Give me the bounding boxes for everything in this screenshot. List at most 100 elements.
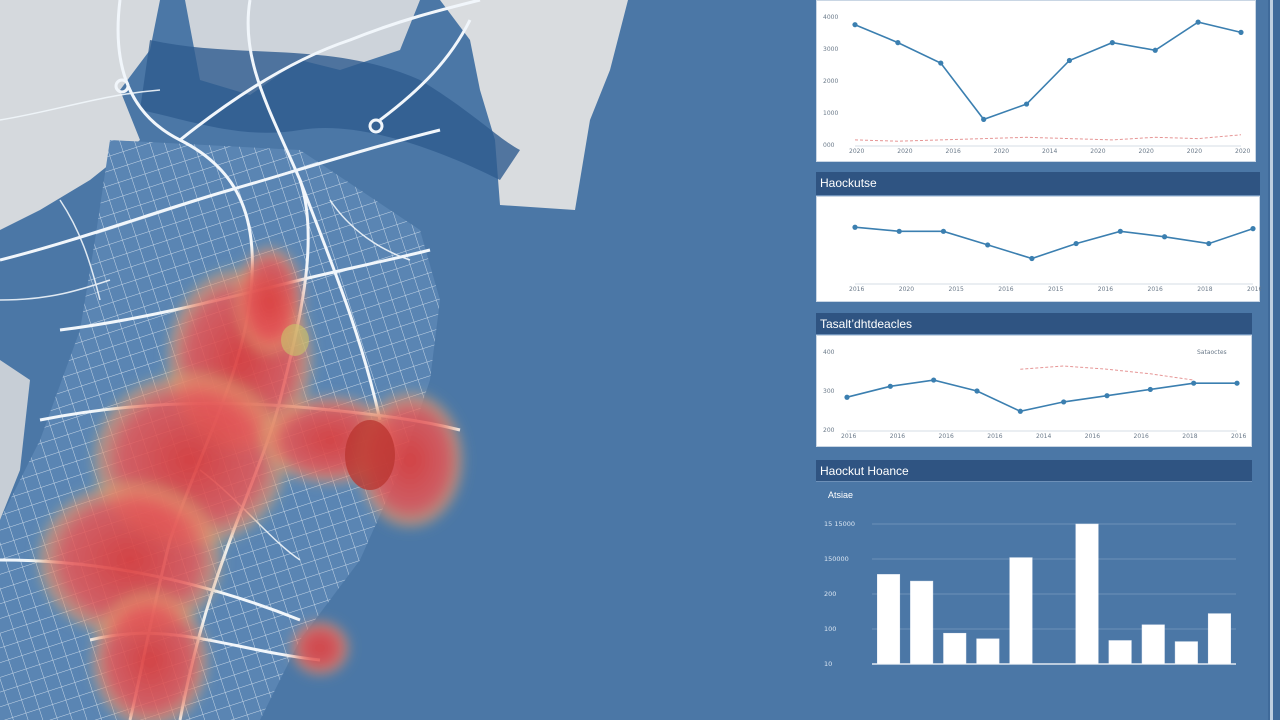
- x-tick-label: 2016: [1085, 433, 1100, 440]
- data-point[interactable]: [1117, 228, 1123, 234]
- x-tick-label: 2020: [1139, 148, 1154, 155]
- bar[interactable]: [943, 632, 967, 665]
- heatmap-map[interactable]: [0, 0, 800, 720]
- interchange-marker: [114, 78, 130, 94]
- data-point[interactable]: [895, 40, 901, 46]
- x-tick-label: 2018: [1182, 433, 1197, 440]
- y-tick-label: 10: [824, 660, 832, 668]
- heat-hotspot: [345, 420, 395, 490]
- y-tick-label: 3000: [823, 46, 838, 53]
- series-line-secondary: [854, 134, 1242, 142]
- x-tick-label: 2020: [1187, 148, 1202, 155]
- line-chart-1-plot: 4000 3000 2000 1000 000 2020 2020 2016 2020 2014 2…: [823, 14, 1250, 155]
- bar[interactable]: [1141, 624, 1165, 665]
- data-point[interactable]: [1109, 40, 1115, 46]
- data-point[interactable]: [1191, 380, 1197, 386]
- y-tick-label: 300: [823, 388, 835, 395]
- data-point[interactable]: [852, 224, 858, 230]
- y-tick-label: 150000: [824, 555, 849, 563]
- panel-4-header: Haockut Hoance: [816, 460, 1252, 482]
- x-tick-label: 2020: [849, 148, 864, 155]
- x-tick-label: 2018: [1197, 286, 1212, 293]
- panel-3-title: Tasalt’dhtdeacles: [820, 317, 913, 331]
- x-tick-label: 2015: [1048, 286, 1063, 293]
- x-tick-label: 2016: [1134, 433, 1149, 440]
- data-point[interactable]: [985, 242, 991, 248]
- y-tick-label: 400: [823, 349, 835, 356]
- data-point[interactable]: [1061, 399, 1067, 405]
- x-tick-label: 2016: [939, 433, 954, 440]
- bar[interactable]: [910, 580, 934, 665]
- x-tick-label: 2016: [890, 433, 905, 440]
- data-point[interactable]: [1066, 57, 1073, 64]
- series-line-secondary: [1020, 365, 1194, 381]
- data-point[interactable]: [844, 394, 850, 400]
- bar[interactable]: [1174, 641, 1198, 665]
- x-tick-label: 2020: [897, 148, 912, 155]
- bar[interactable]: [1108, 640, 1132, 665]
- x-tick-label: 2016: [987, 433, 1002, 440]
- land-west: [0, 360, 30, 520]
- data-point[interactable]: [940, 228, 947, 234]
- x-tick-label: 2016: [946, 148, 961, 155]
- x-tick-label: 2016: [841, 433, 856, 440]
- x-tick-label: 2020: [1235, 148, 1250, 155]
- data-point[interactable]: [931, 377, 937, 383]
- panel-3-header: Tasalt’dhtdeacles: [816, 313, 1252, 335]
- interchange-marker: [368, 118, 384, 134]
- x-tick-label: 2016: [1247, 286, 1261, 293]
- line-chart-3-plot: 400 300 200 2016 2016 2016 2016 2014 2016 2016 201…: [823, 349, 1246, 440]
- data-point[interactable]: [852, 22, 858, 28]
- data-point[interactable]: [1195, 19, 1201, 25]
- series-line: [854, 21, 1242, 121]
- data-point[interactable]: [974, 388, 980, 394]
- data-point[interactable]: [1073, 240, 1079, 247]
- line-chart-2: 2016 2020 2015 2016 2015 2016 2016 2018 2016: [816, 196, 1261, 302]
- x-tick-label: 2014: [1042, 148, 1057, 155]
- y-tick-label: 200: [824, 590, 836, 598]
- series-line: [846, 379, 1237, 413]
- data-point[interactable]: [887, 383, 893, 389]
- data-point[interactable]: [1234, 380, 1240, 386]
- bar[interactable]: [1009, 557, 1033, 665]
- data-point[interactable]: [1250, 226, 1256, 232]
- x-tick-label: 2016: [998, 286, 1013, 293]
- x-tick-label: 2020: [899, 286, 914, 293]
- series-line: [854, 226, 1254, 260]
- data-point[interactable]: [1104, 393, 1110, 399]
- heat-overlay: [35, 245, 465, 720]
- x-tick-label: 2015: [949, 286, 964, 293]
- data-point[interactable]: [1161, 234, 1168, 240]
- bar[interactable]: [1075, 523, 1099, 665]
- bar[interactable]: [877, 574, 901, 665]
- x-tick-label: 2020: [994, 148, 1009, 155]
- data-point[interactable]: [938, 60, 944, 66]
- data-point[interactable]: [981, 116, 987, 122]
- bar[interactable]: [976, 638, 1000, 665]
- land-northeast: [440, 0, 628, 210]
- data-point[interactable]: [1017, 408, 1023, 414]
- data-point[interactable]: [1152, 47, 1158, 53]
- y-tick-label: 000: [823, 142, 835, 149]
- y-tick-label: 200: [823, 427, 835, 434]
- bar[interactable]: [1207, 613, 1231, 665]
- x-tick-label: 2020: [1090, 148, 1105, 155]
- data-point[interactable]: [1147, 386, 1153, 393]
- data-point[interactable]: [1023, 101, 1030, 107]
- bar-chart: 15 15000 150000 200 100 10: [824, 520, 1236, 668]
- panel-2-header: Haockutse: [816, 172, 1260, 196]
- right-scroll-thumb[interactable]: [1270, 0, 1273, 720]
- heat-hotspot: [281, 324, 309, 356]
- data-point[interactable]: [1238, 29, 1244, 35]
- data-point[interactable]: [1206, 240, 1212, 247]
- panel-4-title: Haockut Hoance: [820, 464, 909, 478]
- y-tick-label: 100: [824, 625, 836, 633]
- x-tick-label: 2014: [1036, 433, 1051, 440]
- data-point[interactable]: [896, 228, 902, 234]
- y-tick-label: 1000: [823, 110, 838, 117]
- line-chart-2-plot: 2016 2020 2015 2016 2015 2016 2016 2018 2016: [849, 224, 1261, 293]
- y-tick-label: 4000: [823, 14, 838, 21]
- data-point[interactable]: [1029, 255, 1035, 262]
- panel-4-subtitle: Atsiae: [828, 490, 854, 500]
